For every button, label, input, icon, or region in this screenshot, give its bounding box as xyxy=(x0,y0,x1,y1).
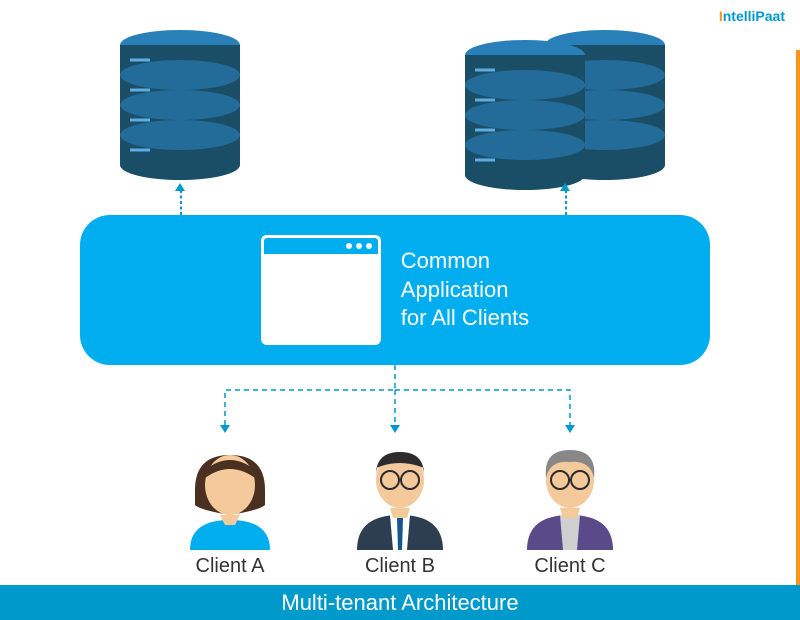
clients-row: Client A Client B Client C xyxy=(0,430,800,578)
arrow-head-db-left xyxy=(175,183,185,191)
client-c-avatar xyxy=(515,430,625,550)
logo-rest: ntelliPaat xyxy=(723,8,785,24)
client-b: Client B xyxy=(345,430,455,578)
app-window-icon xyxy=(261,235,381,345)
diagram-title: Multi-tenant Architecture xyxy=(281,590,518,616)
client-a-avatar xyxy=(175,430,285,550)
app-text-line1: Common xyxy=(401,247,529,276)
arrows-to-clients xyxy=(150,365,650,435)
arrow-head-db-right xyxy=(560,183,570,191)
database-left xyxy=(115,30,245,185)
client-b-label: Client B xyxy=(365,555,435,578)
application-box: Common Application for All Clients xyxy=(80,215,710,365)
client-c: Client C xyxy=(515,430,625,578)
brand-logo: IntelliPaat xyxy=(719,8,785,24)
client-a: Client A xyxy=(175,430,285,578)
client-a-label: Client A xyxy=(196,555,265,578)
database-right xyxy=(460,30,670,195)
client-b-avatar xyxy=(345,430,455,550)
app-text-line3: for All Clients xyxy=(401,304,529,333)
app-description: Common Application for All Clients xyxy=(401,247,529,333)
client-c-label: Client C xyxy=(534,555,605,578)
app-text-line2: Application xyxy=(401,276,529,305)
title-bar: Multi-tenant Architecture xyxy=(0,585,800,620)
arrow-db-right xyxy=(565,190,567,215)
arrow-db-left xyxy=(180,190,182,215)
